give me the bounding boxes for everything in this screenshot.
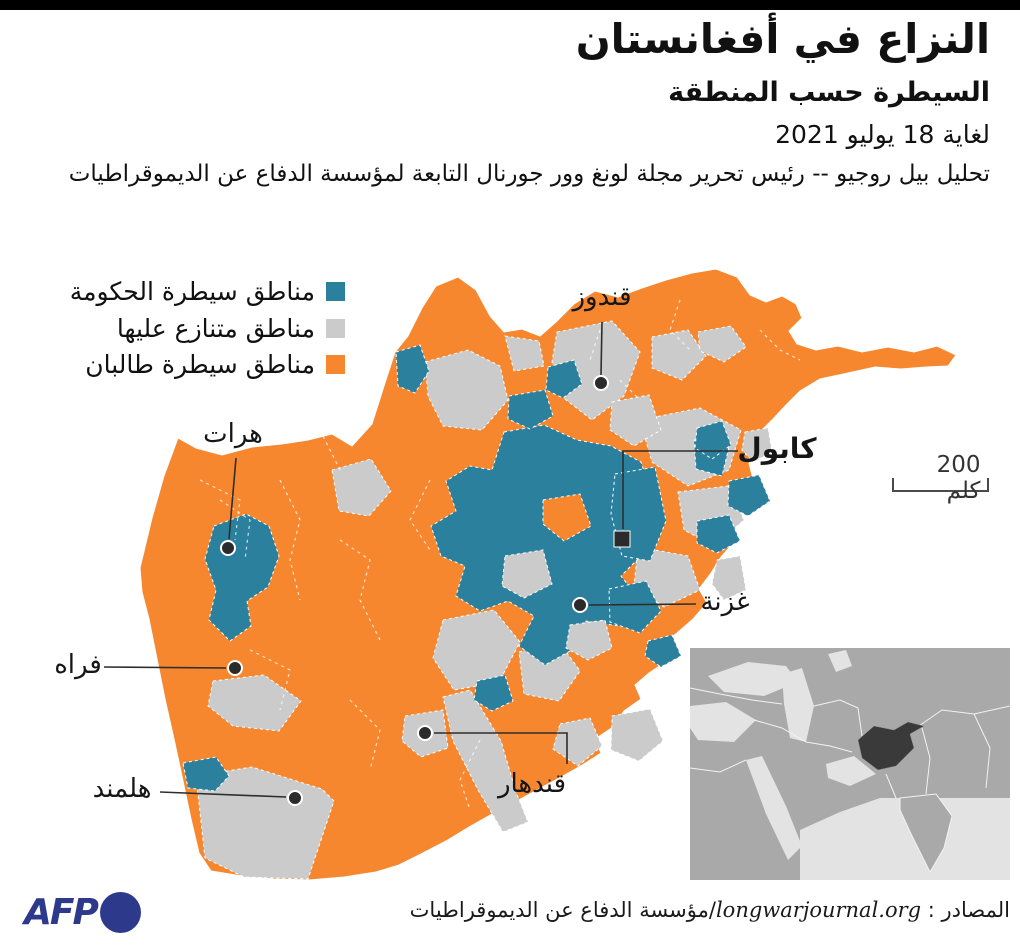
page-subtitle: السيطرة حسب المنطقة: [668, 77, 990, 109]
inset-borders: [689, 687, 1011, 799]
afp-logo-text: AFP: [24, 892, 99, 933]
district-patch: [644, 634, 682, 668]
inset-afghanistan-highlight: [857, 721, 925, 771]
district-patch: [610, 708, 664, 762]
inset-caspian-sea: [782, 668, 814, 742]
city-label-farah: فراه: [54, 650, 102, 680]
district-patch: [424, 349, 509, 431]
kunduz-leader-line: [600, 321, 603, 376]
leader-lines-layer: [103, 321, 738, 798]
kabul-marker: [613, 530, 631, 548]
district-patch: [565, 619, 613, 661]
sources-suffix: /مؤسسة الدفاع عن الديموقراطيات: [409, 898, 716, 922]
district-patch: [694, 420, 732, 460]
farah-leader-line: [103, 666, 227, 669]
city-label-ghazni: غزنة: [700, 587, 750, 617]
legend: مناطق سيطرة الحكومة مناطق متنازع عليها م…: [70, 278, 345, 388]
ghazni-marker: [572, 597, 588, 613]
district-borders-layer: [199, 299, 801, 811]
district-patch: [182, 756, 230, 792]
inset-locator-map: [689, 648, 1011, 880]
inset-persian-gulf: [826, 756, 876, 786]
scale-bar: [892, 478, 989, 492]
kandahar-leader-line: [434, 732, 568, 764]
kabul-leader-line: [622, 450, 738, 529]
district-patch: [609, 394, 662, 447]
district-patch: [711, 555, 747, 601]
legend-label: مناطق سيطرة الحكومة: [69, 277, 315, 306]
district-patch: [395, 344, 430, 394]
district-patch: [207, 674, 302, 732]
legend-item-taliban: مناطق سيطرة طالبان: [70, 351, 345, 379]
district-patch: [608, 580, 662, 634]
district-patch: [507, 389, 554, 430]
district-patch: [501, 549, 553, 599]
inset-aral-sea: [828, 650, 852, 672]
contested-color-swatch: [326, 318, 345, 338]
inset-india: [899, 793, 953, 874]
legend-item-contested: مناطق متنازع عليها: [70, 313, 345, 343]
farah-marker: [227, 660, 243, 676]
city-label-kabul: كابول: [737, 432, 817, 465]
ghazni-leader-line: [588, 603, 697, 606]
helmand-leader-line: [159, 791, 287, 798]
helmand-marker: [287, 790, 303, 806]
district-patch: [697, 325, 747, 363]
district-patch: [442, 689, 529, 833]
inset-arabian-sea: [800, 798, 1010, 880]
herat-marker: [220, 540, 236, 556]
afp-logo-circle-icon: [99, 892, 141, 933]
inset-red-sea: [746, 756, 802, 860]
herat-leader-line: [228, 457, 237, 540]
city-label-kandahar: قندهار: [497, 769, 567, 799]
sources-prefix: المصادر :: [921, 898, 1010, 922]
district-patch: [545, 359, 583, 399]
date-line: لغاية 18 يوليو 2021: [775, 120, 990, 150]
district-patch: [542, 493, 592, 542]
district-patch: [651, 329, 707, 381]
sources-url: longwarjournal.org: [715, 898, 922, 922]
district-patch: [504, 335, 545, 372]
page-title: النزاع في أفغانستان: [575, 15, 990, 63]
city-markers-layer: [220, 375, 631, 806]
legend-label: مناطق متنازع عليها: [116, 313, 315, 343]
inset-water: [690, 650, 1010, 880]
inset-black-sea: [708, 662, 798, 696]
district-patch: [741, 427, 773, 463]
analysis-credit: تحليل بيل روجيو -- رئيس تحرير مجلة لونغ …: [68, 161, 990, 188]
header: النزاع في أفغانستان السيطرة حسب المنطقة …: [30, 15, 990, 192]
city-label-herat: هرات: [203, 419, 263, 449]
district-patch: [331, 458, 392, 517]
city-label-kunduz: قندوز: [572, 282, 632, 312]
kandahar-marker: [417, 725, 433, 741]
kunduz-marker: [593, 375, 609, 391]
taliban-color-swatch: [326, 355, 345, 375]
government-color-swatch: [326, 282, 345, 302]
district-patch: [727, 474, 771, 517]
top-bar: [0, 0, 1020, 10]
sources-line: المصادر : longwarjournal.org/مؤسسة الدفا…: [410, 898, 1010, 922]
district-patch: [473, 674, 514, 712]
legend-label: مناطق سيطرة طالبان: [85, 350, 315, 379]
city-label-helmand: هلمند: [92, 774, 152, 804]
legend-item-government: مناطق سيطرة الحكومة: [70, 278, 345, 306]
district-patch: [552, 717, 603, 767]
inset-mediterranean-sea: [690, 702, 756, 742]
afp-logo: AFP: [24, 892, 141, 933]
central-inclusions-layer: [501, 493, 613, 661]
district-patch: [696, 514, 741, 554]
scale-label: 200 كلم: [936, 452, 981, 504]
